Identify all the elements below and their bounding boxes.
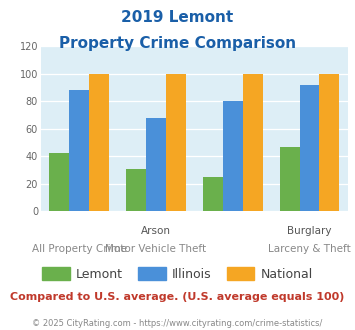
Bar — [300, 85, 320, 211]
Bar — [49, 153, 69, 211]
Bar — [203, 177, 223, 211]
Bar — [280, 147, 300, 211]
Bar — [69, 90, 89, 211]
Bar — [243, 74, 263, 211]
Bar — [166, 74, 186, 211]
Text: 2019 Lemont: 2019 Lemont — [121, 10, 234, 25]
Text: Motor Vehicle Theft: Motor Vehicle Theft — [105, 244, 207, 254]
Bar — [89, 74, 109, 211]
Bar — [146, 118, 166, 211]
Bar — [320, 74, 339, 211]
Text: All Property Crime: All Property Crime — [32, 244, 127, 254]
Text: Larceny & Theft: Larceny & Theft — [268, 244, 351, 254]
Text: © 2025 CityRating.com - https://www.cityrating.com/crime-statistics/: © 2025 CityRating.com - https://www.city… — [32, 319, 323, 328]
Text: Burglary: Burglary — [287, 226, 332, 236]
Bar — [223, 101, 243, 211]
Text: Property Crime Comparison: Property Crime Comparison — [59, 36, 296, 51]
Bar — [126, 169, 146, 211]
Text: Compared to U.S. average. (U.S. average equals 100): Compared to U.S. average. (U.S. average … — [10, 292, 345, 302]
Text: Arson: Arson — [141, 226, 171, 236]
Legend: Lemont, Illinois, National: Lemont, Illinois, National — [37, 262, 318, 286]
